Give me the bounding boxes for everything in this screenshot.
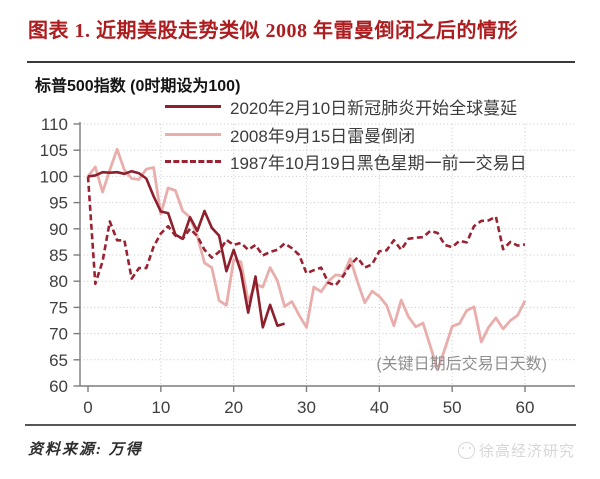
legend-label: 1987年10月19日黑色星期一前一交易日 bbox=[230, 154, 527, 174]
svg-text:85: 85 bbox=[49, 246, 68, 265]
legend-item-2008-lehman: 2008年9月15日雷曼倒闭 bbox=[165, 121, 527, 149]
legend-swatch-dashed-line bbox=[165, 160, 221, 164]
legend-swatch-solid-pink-line bbox=[165, 132, 221, 136]
legend-label: 2008年9月15日雷曼倒闭 bbox=[230, 126, 416, 146]
svg-text:20: 20 bbox=[224, 398, 243, 417]
svg-text:10: 10 bbox=[151, 398, 170, 417]
legend: 2020年2月10日新冠肺炎开始全球蔓延 2008年9月15日雷曼倒闭 1987… bbox=[165, 93, 527, 176]
svg-text:75: 75 bbox=[49, 298, 68, 317]
svg-text:70: 70 bbox=[49, 325, 68, 344]
watermark-logo-icon bbox=[457, 442, 475, 459]
title-divider bbox=[27, 61, 575, 63]
legend-item-2020-covid: 2020年2月10日新冠肺炎开始全球蔓延 bbox=[165, 93, 527, 121]
x-tick-labels: 0 10 20 30 40 50 60 bbox=[83, 398, 534, 417]
svg-text:80: 80 bbox=[49, 272, 68, 291]
series-line-2008-lehman bbox=[86, 147, 527, 372]
y-tick-labels: 60 65 70 75 80 85 90 95 100 105 110 bbox=[40, 115, 68, 396]
source-text: 资料来源: 万得 bbox=[28, 442, 143, 458]
x-axis-annotation: (关键日期后交易日天数) bbox=[376, 356, 547, 373]
svg-text:0: 0 bbox=[83, 398, 92, 417]
svg-text:90: 90 bbox=[49, 220, 68, 239]
legend-swatch-solid-dark-line bbox=[165, 105, 221, 109]
footer-divider bbox=[25, 424, 576, 426]
svg-text:60: 60 bbox=[49, 377, 68, 396]
svg-text:65: 65 bbox=[49, 351, 68, 370]
figure-title: 图表 1. 近期美股走势类似 2008 年雷曼倒闭之后的情形 bbox=[28, 20, 518, 42]
svg-text:60: 60 bbox=[516, 398, 535, 417]
svg-text:95: 95 bbox=[49, 194, 68, 213]
axes bbox=[73, 122, 575, 392]
gridlines bbox=[80, 123, 575, 386]
svg-text:40: 40 bbox=[370, 398, 389, 417]
watermark: 徐高经济研究 bbox=[457, 440, 575, 461]
svg-text:105: 105 bbox=[40, 141, 68, 160]
legend-label: 2020年2月10日新冠肺炎开始全球蔓延 bbox=[230, 99, 518, 119]
svg-text:30: 30 bbox=[297, 398, 316, 417]
series-line-1987-black-monday bbox=[86, 176, 526, 287]
series-line-2020-covid bbox=[87, 169, 285, 329]
watermark-text: 徐高经济研究 bbox=[478, 443, 575, 460]
chart-subtitle: 标普500指数 (0时期设为100) bbox=[35, 78, 241, 95]
legend-item-1987-black-monday: 1987年10月19日黑色星期一前一交易日 bbox=[165, 148, 527, 176]
svg-text:110: 110 bbox=[41, 115, 68, 134]
svg-text:100: 100 bbox=[40, 167, 68, 186]
svg-text:50: 50 bbox=[443, 398, 462, 417]
